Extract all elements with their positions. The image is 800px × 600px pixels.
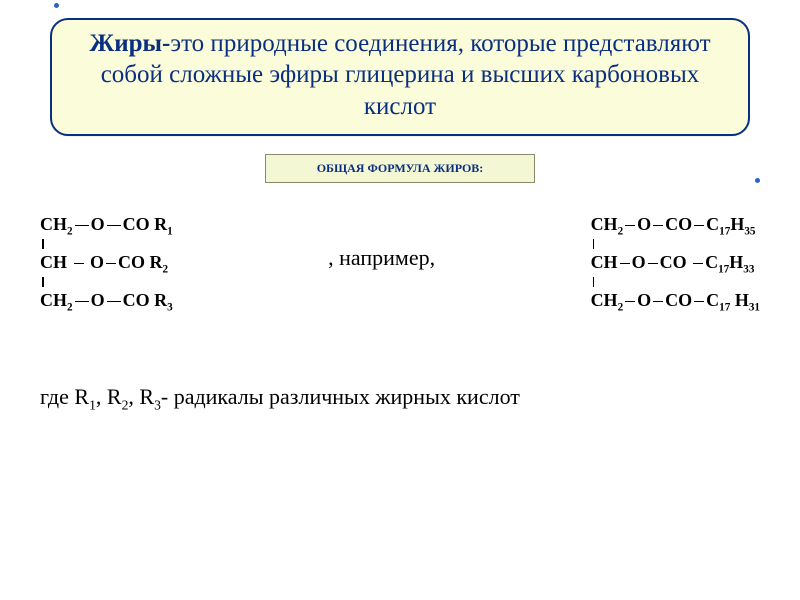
h-label: H <box>730 290 749 310</box>
vbond-icon <box>42 277 44 287</box>
ch-label: CH <box>591 290 618 310</box>
bond-icon <box>653 301 663 302</box>
bond-icon <box>106 263 116 264</box>
vbond-icon <box>593 277 595 287</box>
bond-icon <box>694 225 704 226</box>
vbond-row <box>40 239 173 249</box>
slide: Жиры-это природные соединения, которые п… <box>0 0 800 600</box>
o-label: O <box>91 214 105 234</box>
example-formula-row-2: CH O CO C17H33 <box>591 249 760 277</box>
h-sub: 35 <box>744 225 755 237</box>
co-label: CO <box>660 252 687 272</box>
r-sub: 3 <box>167 301 173 313</box>
o-label: O <box>637 290 651 310</box>
c-label: C <box>706 214 719 234</box>
bond-icon <box>620 263 630 264</box>
vbond-row <box>591 239 760 249</box>
r-label: R <box>154 290 167 310</box>
decoration-dot-right <box>755 178 760 183</box>
bond-icon <box>648 263 658 264</box>
note-pre: где R <box>40 384 89 409</box>
ch-sub: 2 <box>618 225 624 237</box>
o-label: O <box>632 252 646 272</box>
formula-row: CH2OCO R1 CH OCO R2 CH2OCO R3 , например… <box>40 211 760 315</box>
bond-icon <box>75 301 89 302</box>
ch-sub: 2 <box>618 301 624 313</box>
h-sub: 31 <box>749 301 760 313</box>
bond-icon <box>107 225 121 226</box>
co-label: CO <box>123 290 150 310</box>
r-sub: 2 <box>163 263 169 275</box>
bond-icon <box>107 301 121 302</box>
ch-label: CH <box>591 214 618 234</box>
ch-label: CH <box>40 214 67 234</box>
note-mid: , R <box>96 384 122 409</box>
c-sub: 17 <box>719 301 730 313</box>
generic-formula-row-2: CH O CO R2 <box>40 249 173 277</box>
example-formula-row-1: CH2 O CO C17H35 <box>591 211 760 239</box>
c-label: C <box>706 290 719 310</box>
note-mid: , R <box>128 384 154 409</box>
r-sub: 1 <box>167 225 173 237</box>
r-label: R <box>150 252 163 272</box>
radicals-note: где R1, R2, R3- радикалы различных жирны… <box>40 384 760 410</box>
h-label: H <box>730 214 744 234</box>
o-label: O <box>90 252 104 272</box>
ch-label: CH <box>591 252 618 272</box>
co-label: CO <box>665 290 692 310</box>
h-label: H <box>729 252 743 272</box>
ch-sub: 2 <box>67 301 73 313</box>
definition-lead: Жиры- <box>89 30 170 57</box>
r-label: R <box>154 214 167 234</box>
definition-text: Жиры-это природные соединения, которые п… <box>82 28 718 122</box>
ch-label: CH <box>40 252 67 272</box>
generic-formula-row-1: CH2 O CO R1 <box>40 211 173 239</box>
bond-icon <box>625 301 635 302</box>
h-sub: 33 <box>743 263 754 275</box>
bond-icon <box>653 225 663 226</box>
vbond-row <box>40 277 173 287</box>
co-label: CO <box>123 214 150 234</box>
vbond-icon <box>42 239 44 249</box>
generic-formula: CH2OCO R1 CH OCO R2 CH2OCO R3 <box>40 211 173 315</box>
example-formula: CH2OCOC17H35 CHOCO C17H33 CH2OCOC17 H31 <box>591 211 760 315</box>
bond-icon <box>74 263 84 264</box>
c-sub: 17 <box>718 263 729 275</box>
note-sub: 3 <box>154 398 161 413</box>
bond-icon <box>694 301 704 302</box>
vbond-icon <box>593 239 595 249</box>
o-label: O <box>91 290 105 310</box>
example-formula-row-3: CH2 O CO C17 H31 <box>591 287 760 315</box>
c-sub: 17 <box>719 225 730 237</box>
vbond-row <box>591 277 760 287</box>
bond-icon <box>693 263 703 264</box>
generic-formula-row-3: CH2 O CO R3 <box>40 287 173 315</box>
co-label: CO <box>665 214 692 234</box>
co-label: CO <box>118 252 145 272</box>
bond-icon <box>75 225 89 226</box>
c-label: C <box>705 252 718 272</box>
ch-sub: 2 <box>67 225 73 237</box>
subtitle-text: ОБЩАЯ ФОРМУЛА ЖИРОВ: <box>317 161 484 175</box>
connector-text: , например, <box>320 245 443 281</box>
note-post: - радикалы различных жирных кислот <box>161 384 520 409</box>
definition-box: Жиры-это природные соединения, которые п… <box>50 18 750 136</box>
o-label: O <box>637 214 651 234</box>
bond-icon <box>625 225 635 226</box>
subtitle-box: ОБЩАЯ ФОРМУЛА ЖИРОВ: <box>265 154 535 183</box>
decoration-dot-top-left <box>54 3 59 8</box>
note-sub: 1 <box>89 398 96 413</box>
ch-label: CH <box>40 290 67 310</box>
definition-body: это природные соединения, которые предст… <box>101 30 711 120</box>
